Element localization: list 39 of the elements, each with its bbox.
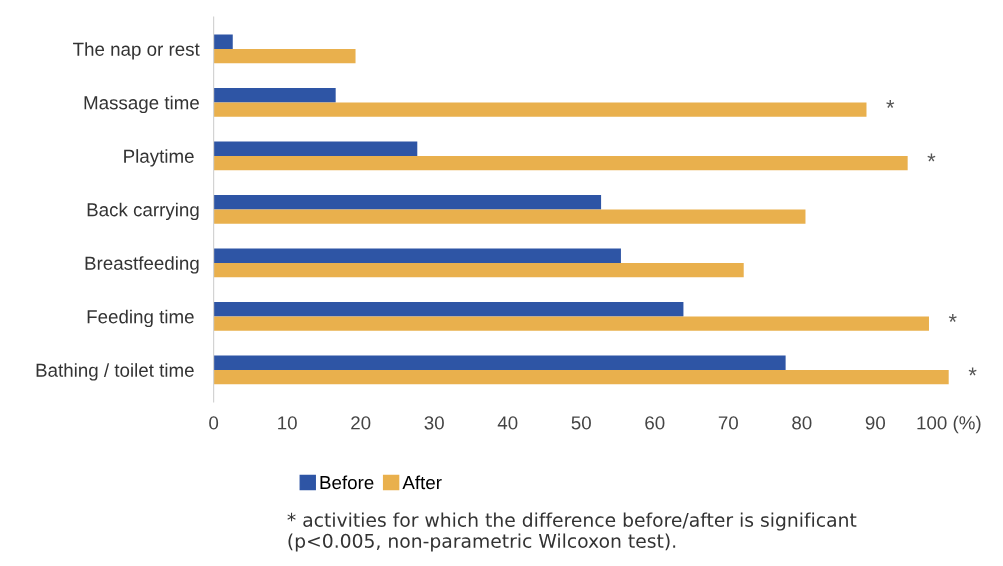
x-tick-label: 20	[351, 416, 371, 430]
bar	[213, 48, 356, 64]
x-tick-label: 90	[865, 416, 886, 430]
bar	[213, 141, 418, 156]
y-tick-label: Breastfeeding	[85, 256, 199, 274]
bar	[213, 209, 806, 224]
bar	[213, 301, 684, 317]
y-tick-label: Bathing / toilet time	[36, 363, 194, 381]
x-tick-label: 30	[424, 416, 444, 430]
x-tick-label: 10	[278, 416, 297, 430]
bar	[213, 194, 602, 210]
bar	[213, 87, 336, 103]
x-tick-label: 80	[792, 416, 812, 430]
y-tick-label: Massage time	[84, 95, 199, 114]
x-tick-label: 70	[718, 416, 738, 430]
bar	[213, 369, 949, 385]
x-tick-label: 60	[645, 416, 665, 430]
bar	[213, 34, 233, 49]
y-tick-label: The nap or rest	[73, 42, 200, 60]
bar	[213, 248, 621, 263]
bar	[213, 262, 744, 278]
annotation: *	[927, 153, 936, 162]
annotation: *	[948, 314, 957, 322]
legend-label: After	[402, 475, 442, 490]
x-tick-label: 100 (%)	[917, 415, 981, 434]
annotation: *	[886, 100, 895, 108]
annotation: *	[968, 367, 977, 376]
x-tick-label: 50	[571, 416, 591, 430]
y-tick-label: Back carrying	[87, 202, 199, 221]
x-tick-label: 0	[209, 416, 219, 430]
text: * activities for which the difference before/after is significant (p<0.005, non-parametric Wilcoxon test).	[287, 512, 857, 552]
legend-label: Before	[320, 475, 374, 490]
y-tick-label: Playtime	[124, 149, 194, 167]
bar	[213, 316, 929, 331]
x-tick-label: 40	[497, 416, 518, 430]
bar	[213, 155, 908, 171]
bar	[213, 102, 867, 117]
y-tick-label: Feeding time	[87, 309, 194, 328]
bar	[213, 355, 786, 370]
